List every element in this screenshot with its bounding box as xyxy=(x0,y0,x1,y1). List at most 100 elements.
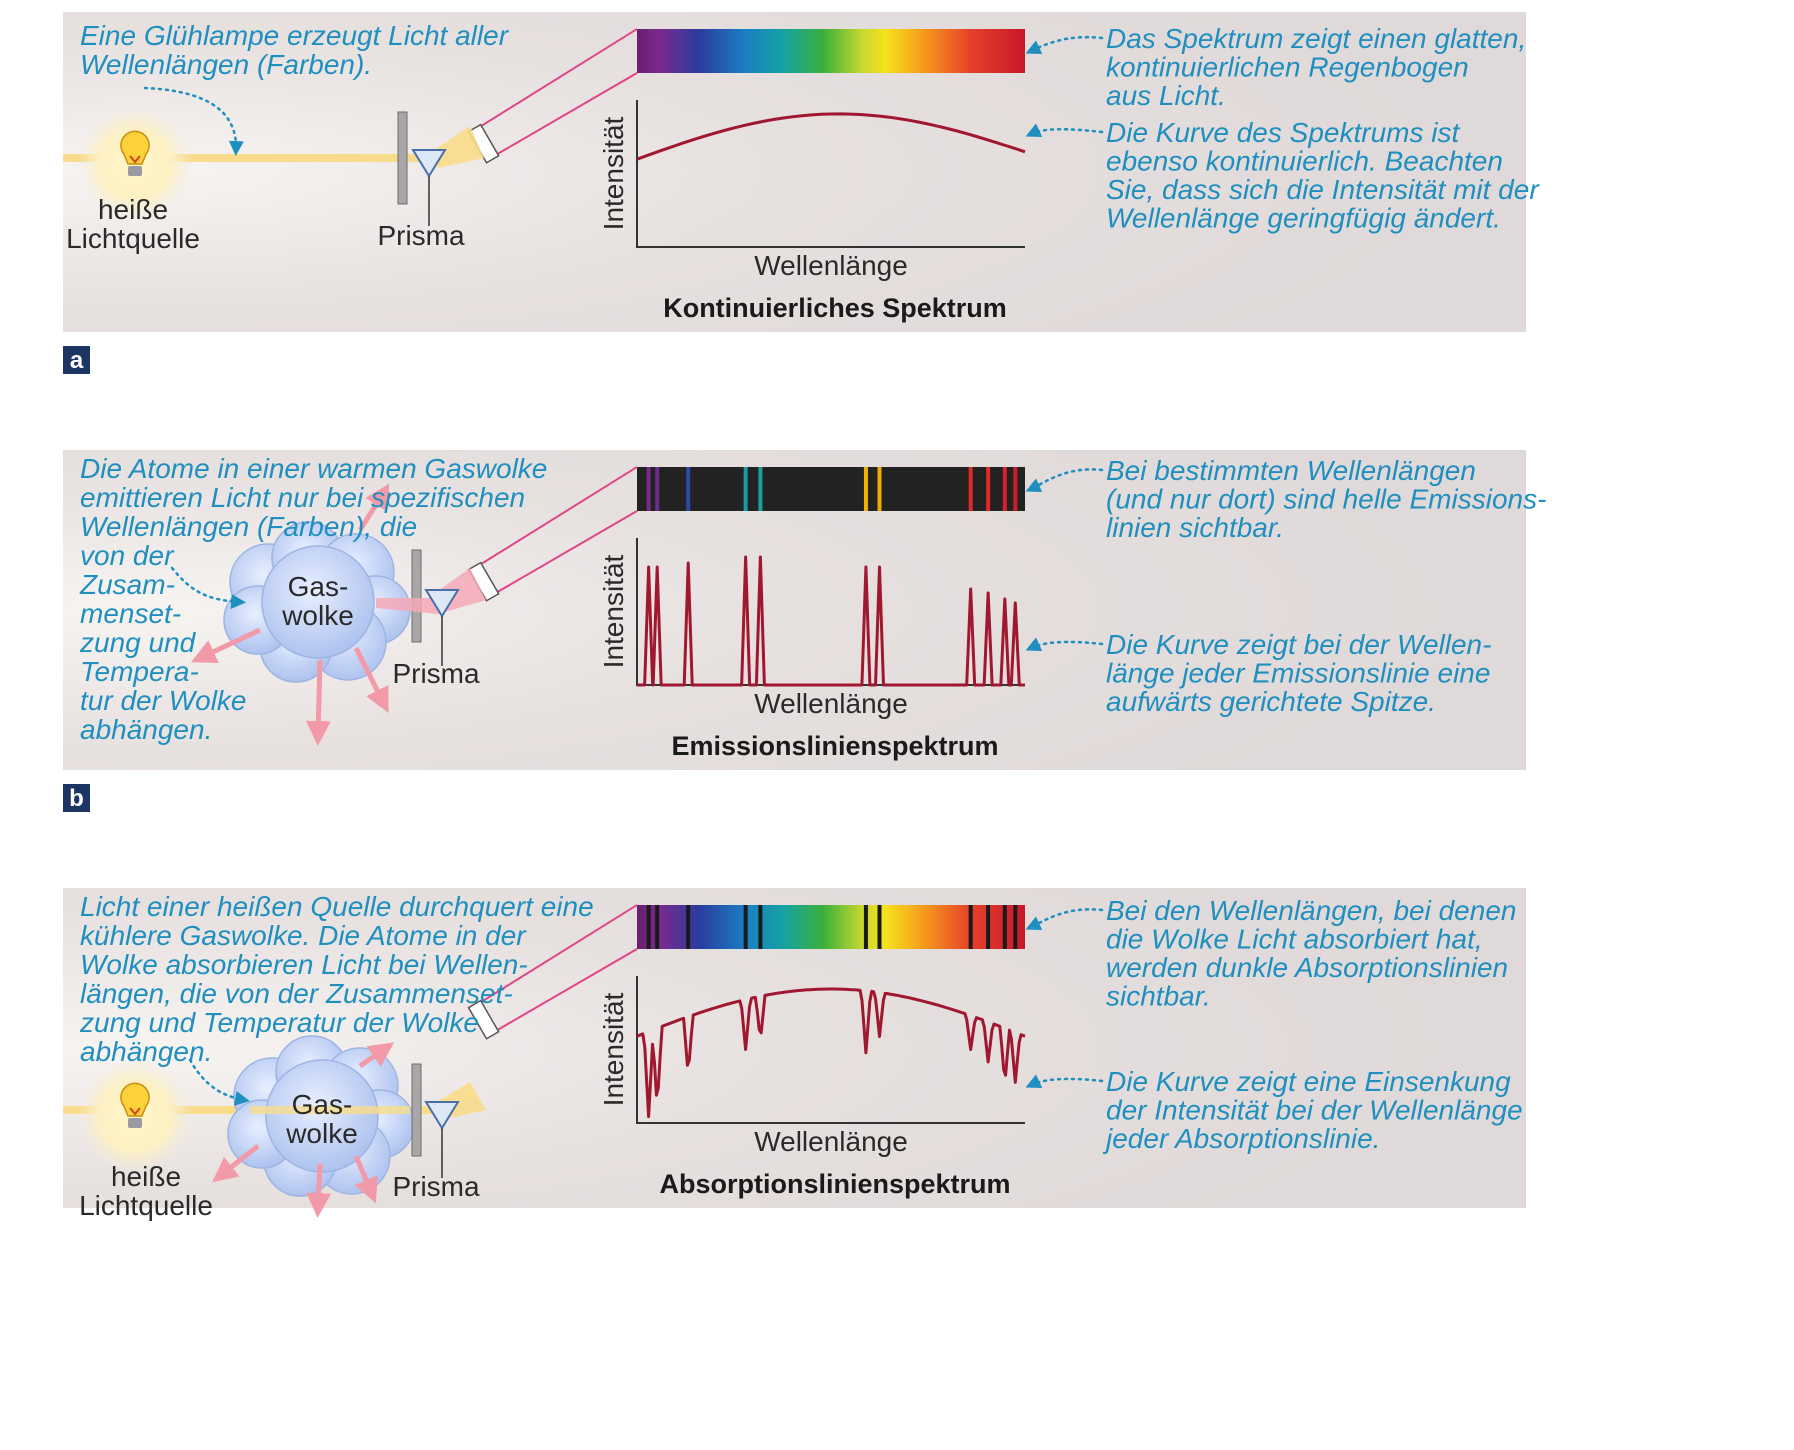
absorption-curve xyxy=(636,987,1026,1119)
left-annotation-line: Die Atome in einer warmen Gaswolke xyxy=(80,453,547,484)
spectrum-background xyxy=(637,29,1025,73)
chart-title: Absorptionslinienspektrum xyxy=(659,1169,1010,1199)
panel-tag: a xyxy=(63,346,90,374)
right-annotation-line: aus Licht. xyxy=(1106,80,1226,111)
right-annotation-line: der Intensität bei der Wellenlänge xyxy=(1106,1095,1523,1126)
right-annotation-line: linien sichtbar. xyxy=(1106,512,1284,543)
slit-plate xyxy=(411,1063,422,1157)
cloud-label-line: wolke xyxy=(281,600,354,631)
left-annotation-line: Wellenlängen (Farben), die xyxy=(80,511,417,542)
cloud-puff xyxy=(261,545,375,659)
y-axis-label: Intensität xyxy=(598,992,629,1106)
annotation-pointer xyxy=(170,566,246,609)
prism-icon xyxy=(424,1101,460,1178)
right-annotation-line: die Wolke Licht absorbiert hat, xyxy=(1106,924,1483,955)
emitted-light-arrow xyxy=(358,1042,395,1069)
intensity-curve xyxy=(636,112,1026,161)
absorption-line xyxy=(655,905,660,949)
right-annotation-line: Bei den Wellenlängen, bei denen xyxy=(1106,895,1516,926)
source-label-line: Lichtquelle xyxy=(66,223,200,254)
bulb-filament xyxy=(129,155,141,164)
prism-shape xyxy=(411,149,447,178)
light-bulb-icon xyxy=(77,106,193,222)
right-annotation-line: (und nur dort) sind helle Emissions- xyxy=(1106,484,1546,515)
right-annotation-line: Sie, dass sich die Intensität mit der xyxy=(1106,174,1540,205)
left-annotation-line: zung und xyxy=(79,627,197,658)
source-label-line: Lichtquelle xyxy=(79,1190,213,1221)
absorption-line xyxy=(1013,905,1018,949)
left-annotation-line: Eine Glühlampe erzeugt Licht aller xyxy=(80,20,510,51)
spectrum-background xyxy=(637,905,1025,949)
left-annotation-line: zung und Temperatur der Wolke xyxy=(79,1007,479,1038)
emission-line xyxy=(877,467,882,511)
left-annotation-line: von der xyxy=(80,540,175,571)
prism-label: Prisma xyxy=(377,220,465,251)
source-label-line: heiße xyxy=(111,1161,181,1192)
intensity-chart: Wellenlänge Intensität Emissionslinienspek… xyxy=(598,538,1025,761)
chart-axes xyxy=(636,100,1025,248)
source-label-line: heiße xyxy=(98,194,168,225)
spectrum-bar xyxy=(637,905,1025,949)
spectrum-bar xyxy=(637,29,1025,73)
bulb-base xyxy=(128,1118,142,1128)
emitted-light-arrow xyxy=(305,659,331,746)
light-bulb-icon xyxy=(77,1058,193,1174)
annotation-pointer xyxy=(143,86,244,156)
left-annotation-line: Zusam- xyxy=(79,569,175,600)
left-annotation-line: menset- xyxy=(80,598,181,629)
chart-title: Emissionslinienspektrum xyxy=(671,731,998,761)
prism-label: Prisma xyxy=(392,658,480,689)
right-annotation-line: länge jeder Emissionslinie eine xyxy=(1106,658,1490,689)
panel-a: Wellenlänge Intensität Kontinuierliches Sp… xyxy=(63,12,1540,374)
projection-line-bottom xyxy=(493,948,638,1033)
absorption-line xyxy=(646,905,651,949)
cloud-label-line: Gas- xyxy=(288,571,349,602)
emission-line xyxy=(743,467,748,511)
right-annotation-line: Bei bestimmten Wellenlängen xyxy=(1106,455,1476,486)
absorption-line xyxy=(686,905,691,949)
emitted-beam xyxy=(376,568,486,614)
cloud-label-line: wolke xyxy=(285,1118,358,1149)
bulb-glass xyxy=(120,1082,150,1117)
absorption-line xyxy=(758,905,763,949)
emitted-light-arrow xyxy=(357,483,390,532)
panel-tag-label: a xyxy=(70,347,84,374)
intensity-chart: Wellenlänge Intensität Kontinuierliches Sp… xyxy=(598,100,1026,323)
panel-tag: b xyxy=(63,784,90,812)
emission-line xyxy=(686,467,691,511)
left-annotation-line: Licht einer heißen Quelle durchquert ein… xyxy=(80,891,594,922)
annotation-pointer xyxy=(1025,123,1104,138)
annotation-pointer xyxy=(1025,908,1104,931)
projection-line-bottom xyxy=(493,510,638,595)
slit-plate xyxy=(397,111,408,205)
absorption-line xyxy=(1002,905,1007,949)
left-annotation-line: emittieren Licht nur bei spezifischen xyxy=(80,482,525,513)
emission-line xyxy=(646,467,651,511)
prism-shape xyxy=(424,589,460,618)
prism-icon xyxy=(424,589,460,666)
right-annotation-line: Die Kurve des Spektrums ist xyxy=(1106,117,1460,148)
absorption-line xyxy=(743,905,748,949)
annotation-pointer xyxy=(1025,637,1104,652)
projection-line-top xyxy=(477,904,638,1005)
prism-label: Prisma xyxy=(392,1171,480,1202)
emission-line xyxy=(655,467,660,511)
emission-line xyxy=(758,467,763,511)
slit-plate xyxy=(411,549,422,643)
panel-tag-label: b xyxy=(69,785,84,812)
panel-c: Wellenlänge Intensität Absorptionsliniensp… xyxy=(63,888,1526,1221)
projection-line-bottom xyxy=(493,72,638,157)
chart-axes xyxy=(636,976,1025,1124)
right-annotation-line: aufwärts gerichtete Spitze. xyxy=(1106,686,1436,717)
right-annotation-line: ebenso kontinuierlich. Beachten xyxy=(1106,146,1503,177)
bulb-glass xyxy=(120,130,150,165)
annotation-pointer xyxy=(1025,468,1104,493)
left-annotation-line: Tempera- xyxy=(80,656,199,687)
left-annotation-line: Wolke absorbieren Licht bei Wellen- xyxy=(80,949,528,980)
absorption-line xyxy=(968,905,973,949)
right-annotation-line: sichtbar. xyxy=(1106,981,1211,1012)
detector-window xyxy=(467,999,500,1040)
annotation-pointer xyxy=(1025,35,1104,55)
prism-shape xyxy=(424,1101,460,1130)
